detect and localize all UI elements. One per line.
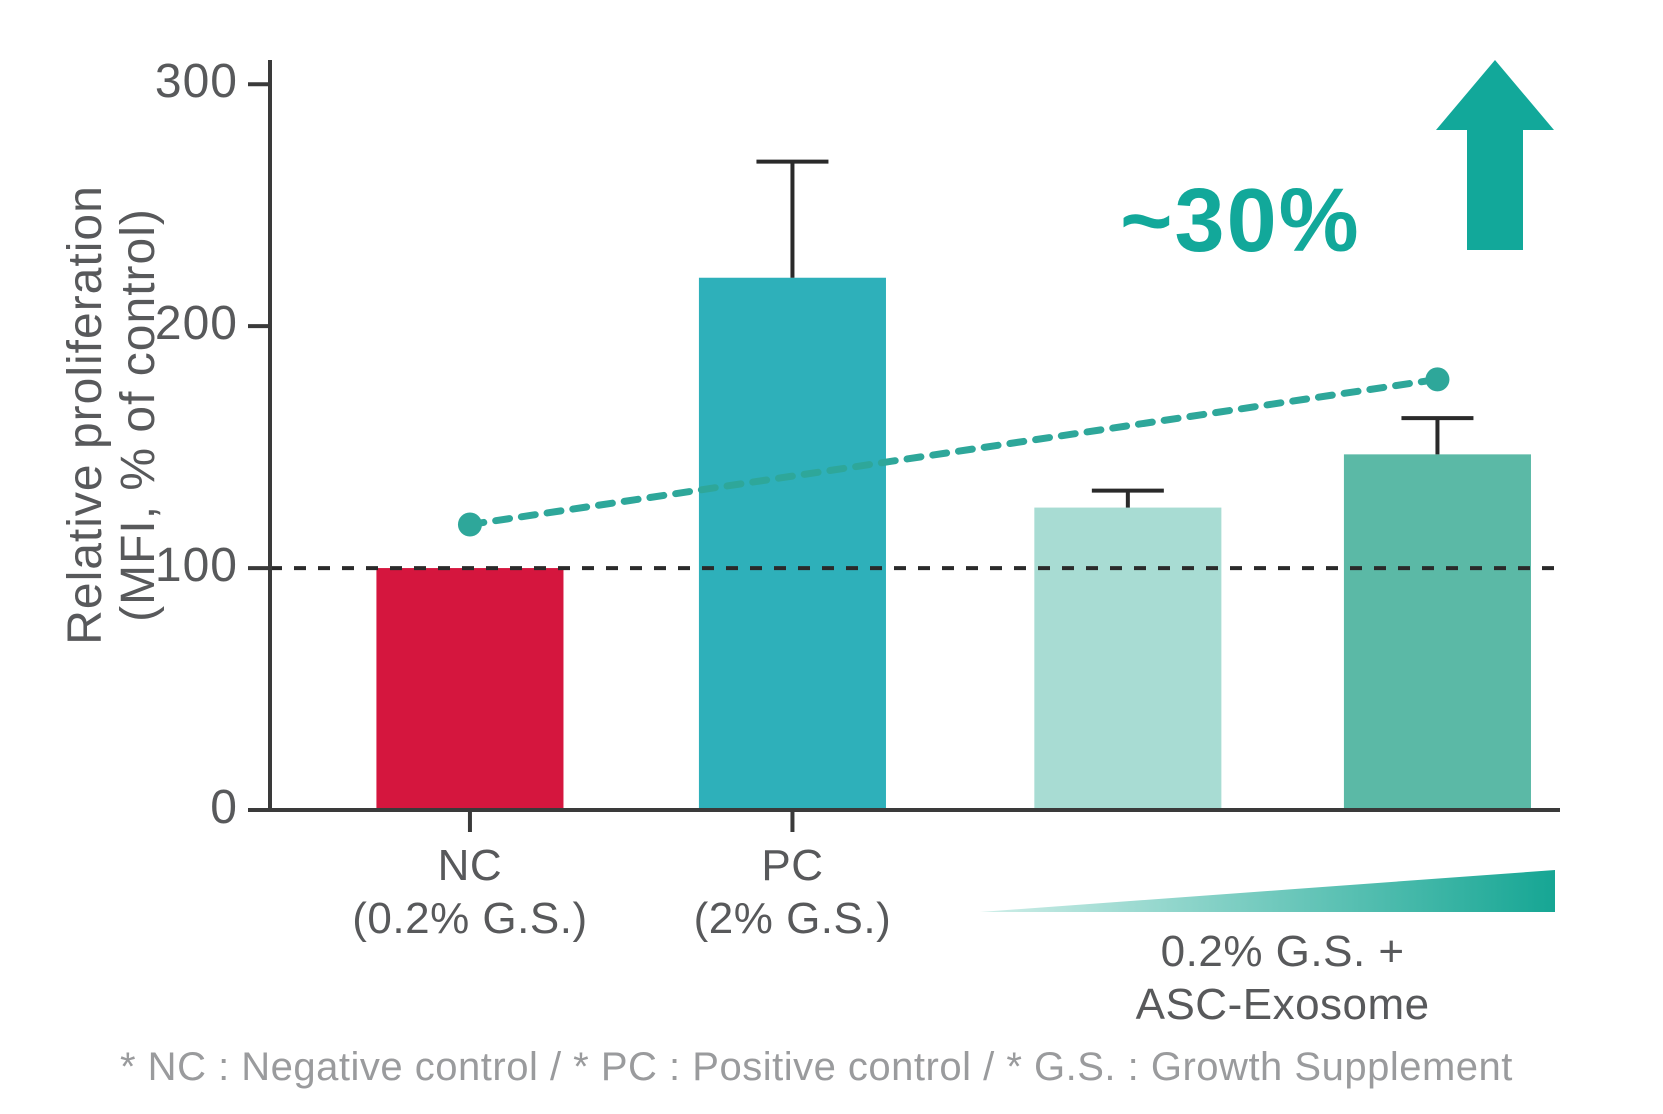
bar-1 — [699, 278, 886, 810]
y-axis-label: Relative proliferation (MFI, % of contro… — [60, 90, 166, 740]
trend-line — [470, 379, 1437, 524]
trend-marker-0 — [458, 513, 482, 537]
chart-container: 0100200300NC (0.2% G.S.)PC (2% G.S.)0.2%… — [0, 0, 1663, 1114]
bar-2 — [1034, 508, 1221, 810]
x-category-label-1: PC (2% G.S.) — [632, 840, 952, 946]
x-group-label: 0.2% G.S. + ASC-Exosome — [1063, 926, 1503, 1032]
x-category-label-0: NC (0.2% G.S.) — [310, 840, 630, 946]
bar-3 — [1344, 454, 1531, 810]
up-arrow-icon — [1436, 60, 1554, 250]
annotation-text: ~30% — [1120, 170, 1361, 273]
trend-marker-1 — [1425, 367, 1449, 391]
ytick-label: 0 — [138, 780, 238, 835]
dose-wedge — [980, 870, 1555, 912]
bar-0 — [376, 568, 563, 810]
footnote: * NC : Negative control / * PC : Positiv… — [120, 1045, 1513, 1090]
